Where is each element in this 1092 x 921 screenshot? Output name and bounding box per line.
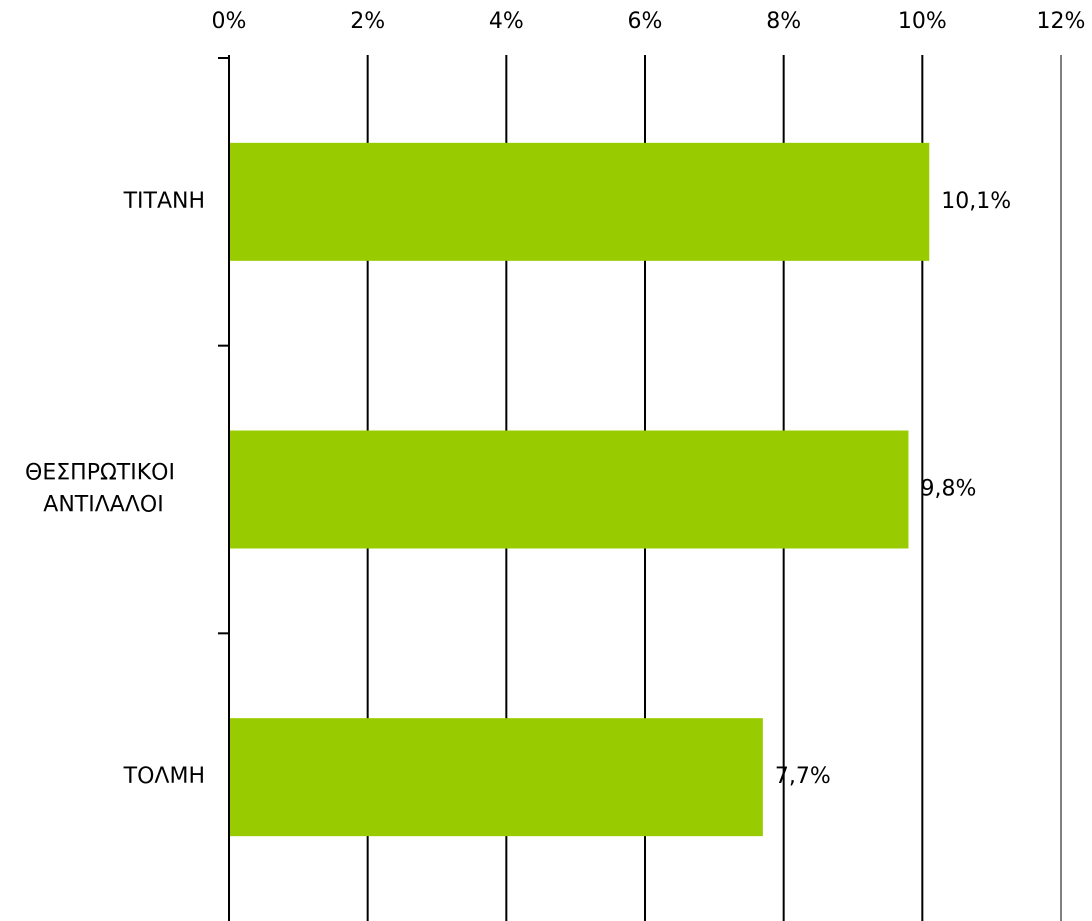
x-tick-label: 6% bbox=[628, 9, 663, 34]
value-label: 10,1% bbox=[941, 189, 1011, 214]
x-tick-label: 2% bbox=[350, 9, 385, 34]
value-label: 9,8% bbox=[920, 477, 976, 502]
x-tick-label: 12% bbox=[1037, 9, 1086, 34]
x-tick-label: 10% bbox=[898, 9, 947, 34]
bar bbox=[229, 718, 763, 837]
y-tick-label: ΘΕΣΠΡΩΤΙΚΟΙ ΑΝΤΙΛΑΛΟΙ bbox=[25, 461, 175, 518]
y-tick-label: ΤΟΛΜΗ bbox=[123, 764, 205, 789]
x-tick-label: 4% bbox=[489, 9, 524, 34]
y-tick-label: ΤΙΤΑΝΗ bbox=[123, 189, 205, 214]
x-tick-label: 0% bbox=[212, 9, 247, 34]
x-tick-label: 8% bbox=[766, 9, 801, 34]
bar bbox=[229, 430, 909, 549]
bar bbox=[229, 142, 930, 261]
value-label: 7,7% bbox=[775, 764, 831, 789]
